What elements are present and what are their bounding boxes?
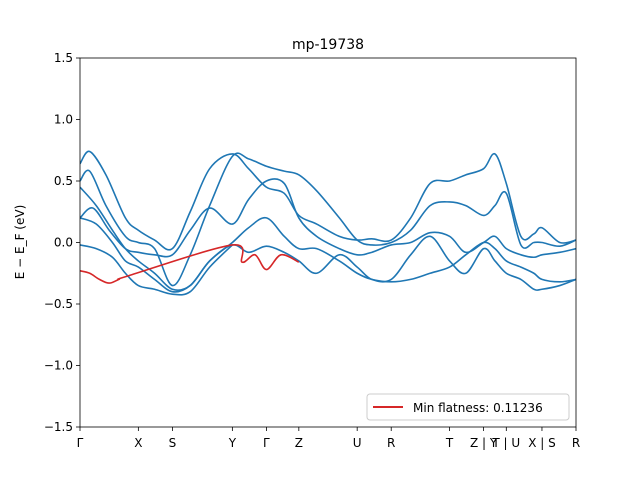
x-tick-label: T | U: [491, 436, 520, 450]
series-layer: [80, 150, 576, 296]
y-tick-label: 0.0: [54, 236, 73, 250]
y-tick-label: −1.5: [44, 420, 73, 434]
x-tick-label: Z: [295, 436, 303, 450]
x-tick-label: Γ: [263, 436, 270, 450]
y-tick-label: 1.5: [54, 51, 73, 65]
series-line-7: [80, 244, 300, 284]
y-tick-label: −1.0: [44, 359, 73, 373]
x-tick-label: R: [387, 436, 395, 450]
legend-box: [366, 393, 570, 421]
series-line-4: [80, 216, 576, 293]
x-tick-label: S: [169, 436, 177, 450]
x-axis: Γ X S Y Γ Z U R T Z | YT | U X | S R: [77, 427, 580, 450]
y-axis-label: E − E_F (eV): [13, 205, 27, 280]
series-line-3: [80, 178, 576, 259]
x-tick-label: Y: [228, 436, 237, 450]
x-tick-label: X | S: [528, 436, 556, 450]
x-tick-label: Z | Y: [470, 436, 498, 450]
series-line-2: [80, 152, 576, 287]
x-tick-label: Γ: [77, 436, 84, 450]
x-tick-label: X: [134, 436, 142, 450]
y-tick-label: 1.0: [54, 113, 73, 127]
x-tick-label: U: [353, 436, 362, 450]
series-line-6: [80, 244, 233, 296]
series-line-5: [80, 186, 576, 292]
chart-title: mp-19738: [292, 37, 364, 53]
x-tick-label: R: [572, 436, 580, 450]
y-tick-label: 0.5: [54, 174, 73, 188]
x-tick-label: T: [445, 436, 454, 450]
series-line-1: [80, 150, 576, 251]
y-axis: −1.5 −1.0 −0.5 0.0 0.5 1.0 1.5: [44, 51, 80, 434]
y-tick-label: −0.5: [44, 297, 73, 311]
legend: Min flatness: 0.11236: [366, 393, 570, 421]
legend-label: Min flatness: 0.11236: [413, 401, 543, 415]
